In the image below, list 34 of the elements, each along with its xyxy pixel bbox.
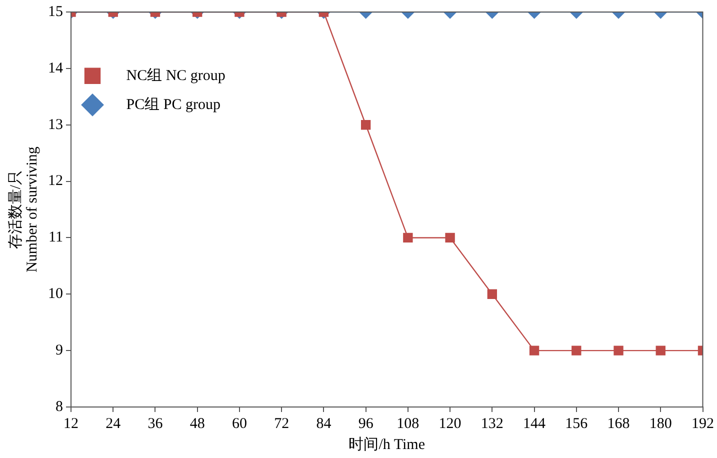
point [572, 346, 582, 356]
point [445, 232, 455, 243]
x-tick-label: 168 [607, 416, 630, 432]
x-tick-label: 180 [649, 416, 672, 432]
y-tick-label: 9 [56, 342, 63, 359]
point [529, 346, 540, 356]
point [487, 289, 498, 299]
x-tick-label: 72 [274, 416, 290, 432]
x-tick-label: 48 [190, 416, 205, 432]
x-tick-label: 144 [523, 416, 546, 432]
x-tick-label: 156 [565, 416, 588, 432]
point [656, 346, 666, 356]
point [614, 346, 624, 356]
point [403, 232, 413, 243]
x-tick-label: 132 [480, 416, 504, 432]
x-tick-label: 84 [316, 416, 332, 432]
x-tick-label: 120 [438, 416, 462, 432]
legend-label: PC组 PC group [108, 96, 220, 113]
y-tick-label: 10 [48, 286, 63, 302]
x-tick-label: 108 [396, 416, 420, 432]
y-tick-label: 12 [48, 173, 63, 190]
x-tick-label: 60 [232, 416, 247, 432]
legend-label: NC组 NC group [108, 66, 226, 84]
x-tick-label: 36 [148, 416, 164, 432]
y-tick-label: 11 [48, 230, 63, 246]
x-tick-label: 24 [106, 416, 122, 432]
y-tick-label: 8 [56, 398, 63, 415]
x-axis-title: 时间/h Time [348, 436, 426, 453]
y-axis-title: 存活数量/只 Number of surviving [7, 146, 41, 272]
y-tick-label: 15 [48, 4, 63, 20]
x-tick-label: 192 [692, 416, 714, 432]
y-tick-label: 13 [48, 116, 63, 133]
x-tick-label: 96 [358, 416, 374, 432]
y-tick-label: 14 [48, 60, 64, 76]
